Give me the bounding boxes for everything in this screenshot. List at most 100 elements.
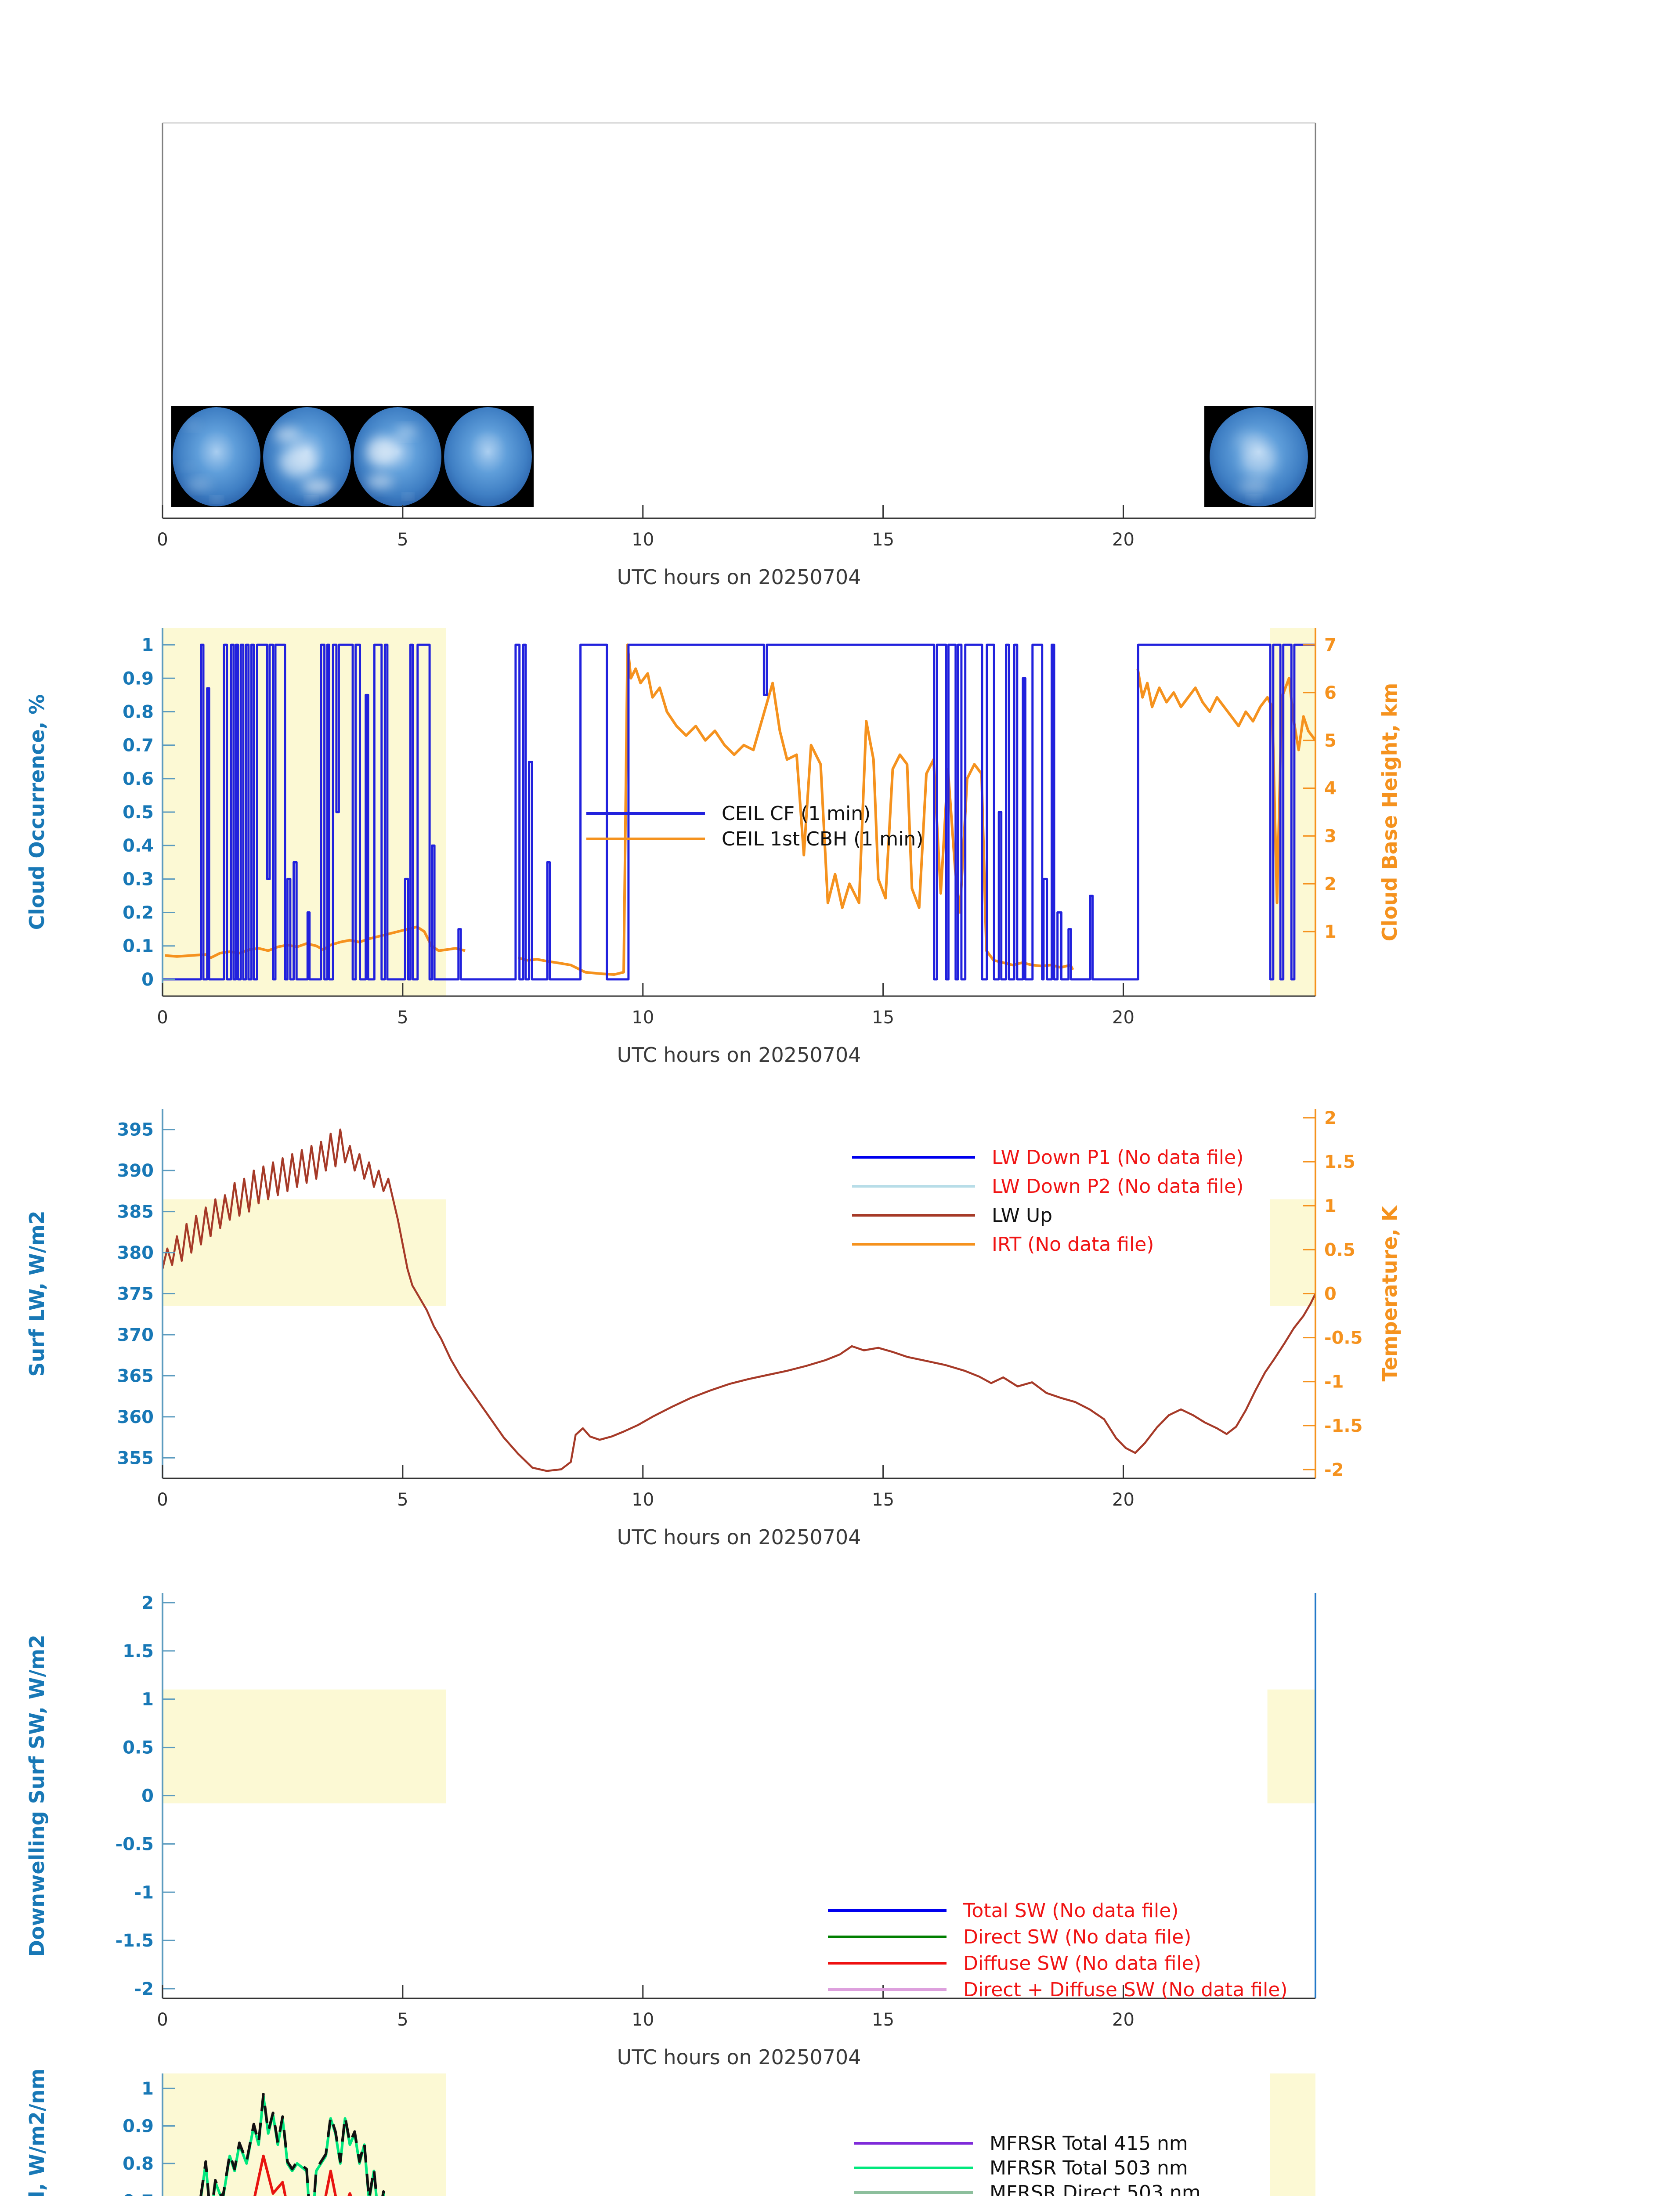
x-axis-label: UTC hours on 20250704: [617, 1525, 861, 1549]
panel-sky-images: 0 5 10 15 20 UTC hours on 20250704: [157, 123, 1316, 589]
cloud-blob: [275, 427, 301, 443]
y-tick-label-right: 6: [1324, 683, 1337, 703]
x-tick-label: 10: [632, 1008, 654, 1028]
y-axis-label-left: Cloud Occurrence, %: [25, 694, 49, 930]
series-mfrsr-direct-diffuse-503-nm: [199, 2093, 386, 2196]
series-lw-up: [163, 1128, 1315, 1472]
legend-label-irt-no-data-file: IRT (No data file): [992, 1233, 1154, 1256]
x-tick-label: 10: [632, 1490, 654, 1510]
y-tick-label-left: 0.8: [123, 702, 154, 722]
x-tick-label: 5: [397, 1490, 408, 1510]
shaded-band: [1270, 1199, 1315, 1306]
y-tick-label-right: -1: [1324, 1372, 1344, 1392]
x-axis-label: UTC hours on 20250704: [617, 565, 861, 589]
y-tick-label-left: 395: [117, 1120, 154, 1140]
series-mfrsr-total-673-nm: [253, 2154, 352, 2196]
y-tick-label-left: -0.5: [116, 1834, 154, 1854]
x-tick-label: 15: [872, 1008, 894, 1028]
y-tick-label-right: 1: [1324, 1196, 1337, 1216]
legend-label-total-sw-no-data-file: Total SW (No data file): [963, 1900, 1178, 1922]
cloud-blob: [187, 479, 211, 490]
y-tick-label-left: 1: [141, 1690, 154, 1710]
sky-image-4: [444, 407, 532, 506]
x-axis-label: UTC hours on 20250704: [617, 1043, 861, 1067]
legend: CEIL CF (1 min) CEIL 1st CBH (1 min): [586, 802, 923, 850]
shaded-band: [1270, 628, 1315, 996]
cloud-blob: [185, 421, 199, 429]
x-tick-label: 0: [157, 2010, 168, 2030]
y-tick-label-left: 385: [117, 1202, 154, 1222]
series-ceil-cf-1-min: [163, 643, 1315, 981]
y-tick-label-left: 370: [117, 1325, 154, 1345]
legend-label-ceil-1st-cbh-1-min: CEIL 1st CBH (1 min): [722, 828, 923, 850]
legend-label-diffuse-sw-no-data-file: Diffuse SW (No data file): [963, 1952, 1201, 1975]
y-tick-label-left: 1: [141, 2079, 154, 2099]
y-tick-label-left: 0.8: [123, 2154, 154, 2174]
y-tick-label-left: -1: [134, 1882, 154, 1903]
x-tick-label: 5: [397, 2010, 408, 2030]
panel-narrowband: 00.10.20.30.40.50.60.70.80.91Downwelling…: [25, 2069, 1315, 2196]
y-tick-label-left: 0.9: [123, 2117, 154, 2137]
x-tick-label: 20: [1112, 530, 1134, 550]
y-axis-label-right: Cloud Base Height, km: [1378, 683, 1402, 942]
x-tick-label: 10: [632, 2010, 654, 2030]
y-tick-label-left: 375: [117, 1284, 154, 1304]
cloud-blob: [405, 494, 411, 498]
sky-image-3: [354, 407, 441, 506]
y-tick-label-left: 0: [141, 970, 154, 990]
x-tick-label: 0: [157, 1490, 168, 1510]
y-tick-label-right: -0.5: [1324, 1328, 1362, 1348]
y-axis-label-left: Surf LW, W/m2: [25, 1210, 49, 1376]
cloud-blob: [280, 447, 317, 477]
legend-label-mfrsr-total-503-nm: MFRSR Total 503 nm: [990, 2157, 1188, 2179]
panel-surf-sw: -2 -1.5 -1 -0.5 0 0.5 1 1.5 2 Downwelling Surf SW…: [25, 1593, 1316, 2069]
cloud-blob: [367, 474, 393, 489]
cloud-blob: [1241, 446, 1277, 478]
y-tick-label-right: 7: [1324, 635, 1337, 655]
y-tick-label-left: -2: [134, 1979, 154, 1999]
legend-label-mfrsr-direct-503-nm: MFRSR Direct 503 nm: [990, 2182, 1201, 2196]
cloud-blob: [303, 479, 332, 494]
y-axis-label-left: Downwelling Surf SW, W/m2: [25, 1635, 49, 1957]
legend: LW Down P1 (No data file) LW Down P2 (No …: [852, 1146, 1243, 1256]
y-tick-label-right: 2: [1324, 874, 1337, 894]
x-tick-label: 15: [872, 1490, 894, 1510]
y-tick-label-left: 0.1: [123, 936, 154, 957]
sky-image-2: [263, 407, 351, 506]
x-tick-label: 15: [872, 2010, 894, 2030]
legend-label-mfrsr-total-415-nm: MFRSR Total 415 nm: [990, 2132, 1188, 2155]
cloud-blob: [308, 497, 315, 502]
shaded-band: [1270, 2073, 1315, 2196]
legend-label-lw-down-p1-no-data-file: LW Down P1 (No data file): [992, 1146, 1243, 1169]
x-tick-label: 0: [157, 530, 168, 550]
y-tick-label-left: 0.3: [123, 869, 154, 889]
y-tick-label-right: 1: [1324, 922, 1337, 942]
y-tick-label-left: 0.5: [123, 1738, 154, 1758]
y-tick-label-left: 365: [117, 1366, 154, 1386]
shaded-band: [163, 628, 446, 996]
x-tick-label: 0: [157, 1008, 168, 1028]
y-tick-label-left: 380: [117, 1243, 154, 1263]
y-tick-label-right: 0.5: [1324, 1240, 1355, 1260]
y-tick-label-right: 2: [1324, 1108, 1337, 1128]
series-ceil-1st-cbh-1-min: [517, 643, 1074, 976]
y-tick-label-left: 1.5: [123, 1641, 154, 1661]
x-tick-label: 20: [1112, 2010, 1134, 2030]
y-axis-label-left: Downwelling Narrowband, W/m2/nm: [25, 2069, 49, 2196]
y-tick-label-left: 0.7: [123, 736, 154, 756]
x-tick-label: 15: [872, 530, 894, 550]
legend-label-direct-sw-no-data-file: Direct SW (No data file): [963, 1926, 1191, 1948]
y-tick-label-right: 3: [1324, 826, 1337, 846]
panel-cloud: 0 0.1 0.2 0.3 0.4 0.5 0.6 0.7 0.8 0.9 1 Cloud Occur…: [25, 628, 1402, 1067]
x-tick-label: 5: [397, 1008, 408, 1028]
y-tick-label-right: 5: [1324, 731, 1337, 751]
y-tick-label-left: 0.7: [123, 2191, 154, 2196]
y-tick-label-left: 0.5: [123, 802, 154, 823]
y-tick-label-left: 0: [141, 1786, 154, 1806]
y-axis-label-right: Temperature, K: [1378, 1205, 1402, 1381]
y-tick-label-right: 1.5: [1324, 1152, 1355, 1172]
cloud-blob: [183, 463, 194, 470]
cloud-blob: [396, 427, 417, 437]
